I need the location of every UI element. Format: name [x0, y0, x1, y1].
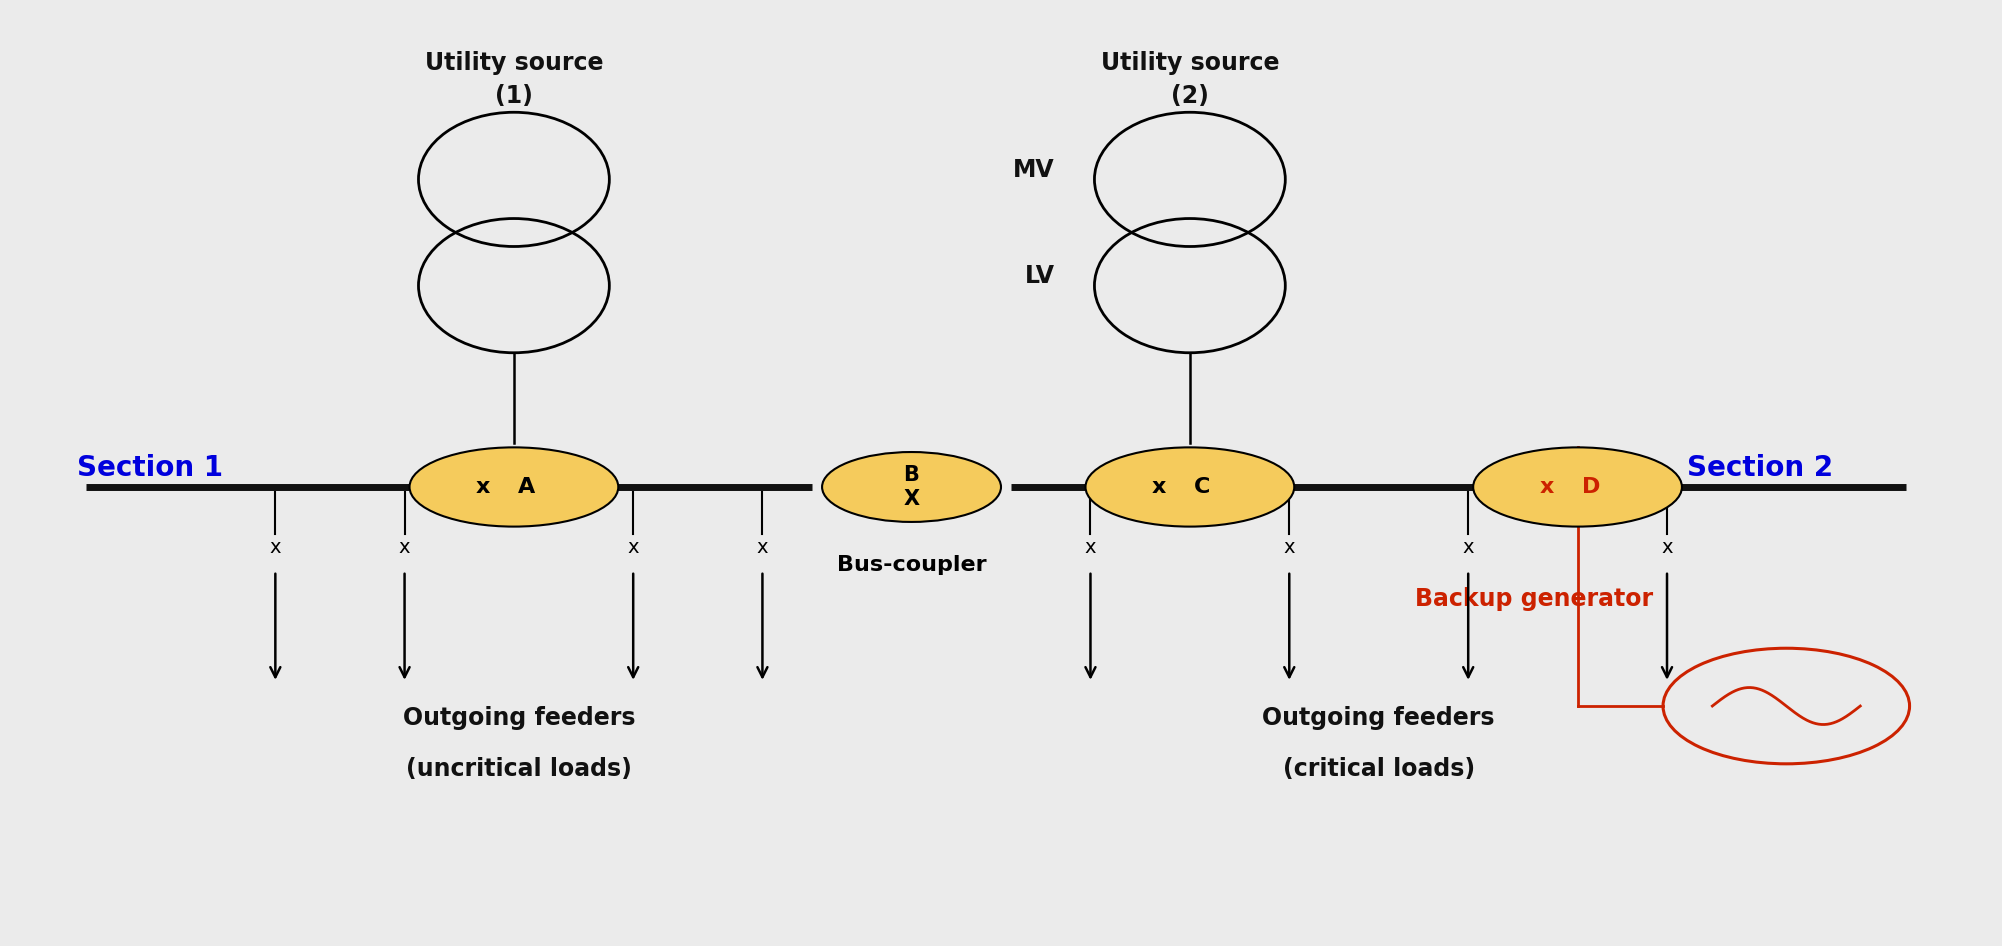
Text: (critical loads): (critical loads): [1283, 758, 1475, 781]
Text: x: x: [398, 538, 410, 557]
Text: x: x: [1662, 538, 1674, 557]
Text: x: x: [1151, 477, 1165, 497]
Ellipse shape: [1085, 447, 1293, 527]
Text: x: x: [757, 538, 769, 557]
Text: D: D: [1582, 477, 1600, 497]
Text: MV: MV: [1013, 158, 1055, 182]
Text: Section 1: Section 1: [76, 454, 222, 482]
Ellipse shape: [823, 452, 1001, 522]
Text: Outgoing feeders: Outgoing feeders: [1263, 706, 1495, 730]
Text: (uncritical loads): (uncritical loads): [406, 758, 633, 781]
Text: x: x: [627, 538, 639, 557]
Text: x: x: [1283, 538, 1295, 557]
Text: x: x: [1461, 538, 1473, 557]
Text: Section 2: Section 2: [1688, 454, 1834, 482]
Text: x: x: [476, 477, 490, 497]
Text: B: B: [903, 464, 919, 485]
Text: C: C: [1193, 477, 1211, 497]
Text: x: x: [1085, 538, 1097, 557]
Text: x: x: [1540, 477, 1554, 497]
Ellipse shape: [410, 447, 619, 527]
Text: Utility source: Utility source: [424, 51, 603, 75]
Text: X: X: [903, 489, 919, 509]
Text: LV: LV: [1025, 264, 1055, 289]
Ellipse shape: [1473, 447, 1682, 527]
Text: x: x: [270, 538, 280, 557]
Text: Backup generator: Backup generator: [1415, 587, 1654, 611]
Text: A: A: [519, 477, 535, 497]
Text: Utility source: Utility source: [1101, 51, 1279, 75]
Text: Outgoing feeders: Outgoing feeders: [402, 706, 635, 730]
Text: (2): (2): [1171, 83, 1209, 108]
Text: (1): (1): [494, 83, 533, 108]
Text: Bus-coupler: Bus-coupler: [837, 554, 987, 574]
